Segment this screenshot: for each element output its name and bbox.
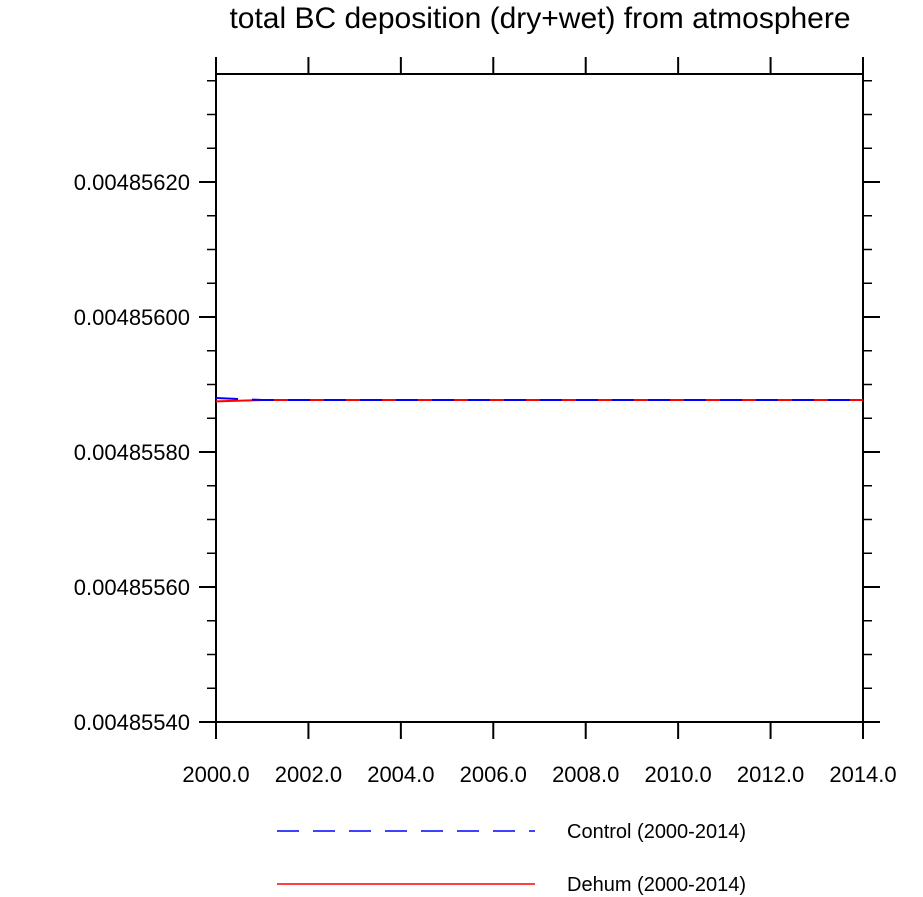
legend-label-dehum: Dehum (2000-2014) <box>567 874 746 896</box>
y-tick-label: 0.00485620 <box>74 170 190 195</box>
y-tick-label: 0.00485540 <box>74 710 190 735</box>
x-tick-label: 2000.0 <box>182 762 249 787</box>
y-tick-label: 0.00485600 <box>74 305 190 330</box>
legend-label-control: Control (2000-2014) <box>567 821 746 843</box>
y-tick-label: 0.00485560 <box>74 575 190 600</box>
x-tick-label: 2014.0 <box>829 762 896 787</box>
x-tick-label: 2002.0 <box>275 762 342 787</box>
axis-ticks <box>199 57 880 739</box>
x-tick-label: 2004.0 <box>367 762 434 787</box>
series-line-dehum <box>215 399 863 403</box>
y-tick-label: 0.00485580 <box>74 440 190 465</box>
chart-title: total BC deposition (dry+wet) from atmos… <box>229 2 850 35</box>
axis-tick-labels: 2000.0 2002.0 2004.0 2006.0 2008.0 2010.0 2012… <box>74 170 897 787</box>
x-tick-label: 2006.0 <box>460 762 527 787</box>
x-tick-label: 2012.0 <box>737 762 804 787</box>
x-tick-label: 2010.0 <box>644 762 711 787</box>
plot-frame <box>215 73 864 723</box>
legend: Control (2000-2014) Dehum (2000-2014) <box>277 821 746 896</box>
x-tick-label: 2008.0 <box>552 762 619 787</box>
series-lines <box>215 397 863 403</box>
